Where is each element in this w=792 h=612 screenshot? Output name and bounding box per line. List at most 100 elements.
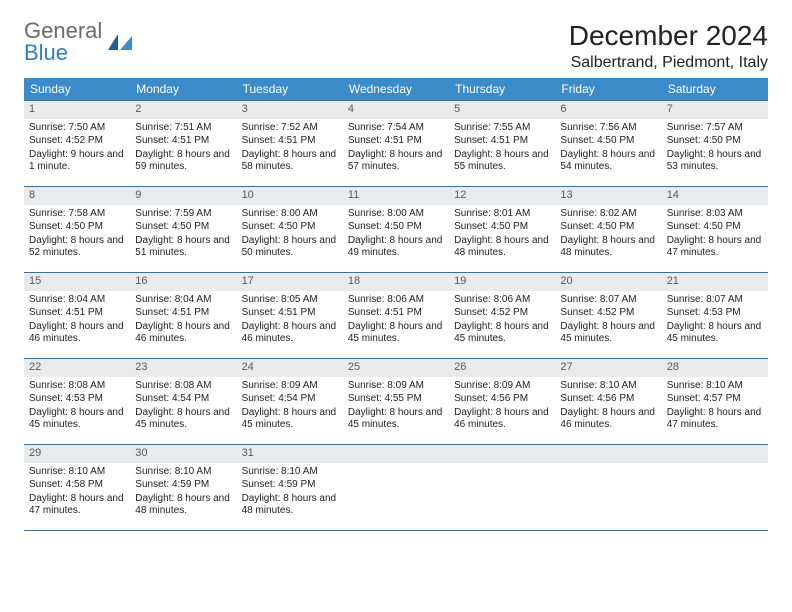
day-ss: Sunset: 4:50 PM — [667, 135, 763, 148]
weekday-header: Monday — [130, 78, 236, 101]
weekday-header: Friday — [555, 78, 661, 101]
day-ss: Sunset: 4:51 PM — [348, 135, 444, 148]
day-ss: Sunset: 4:50 PM — [29, 221, 125, 234]
day-body: Sunrise: 8:07 AMSunset: 4:52 PMDaylight:… — [555, 291, 661, 351]
day-number: 13 — [555, 187, 661, 205]
day-number: 29 — [24, 445, 130, 463]
calendar-day-cell: 4Sunrise: 7:54 AMSunset: 4:51 PMDaylight… — [343, 101, 449, 187]
header-row: General Blue December 2024 Salbertrand, … — [24, 20, 768, 72]
day-number: 27 — [555, 359, 661, 377]
day-body: Sunrise: 7:55 AMSunset: 4:51 PMDaylight:… — [449, 119, 555, 179]
day-sr: Sunrise: 8:06 AM — [348, 294, 444, 307]
day-body: Sunrise: 8:00 AMSunset: 4:50 PMDaylight:… — [343, 205, 449, 265]
day-ss: Sunset: 4:51 PM — [242, 307, 338, 320]
day-ss: Sunset: 4:56 PM — [560, 393, 656, 406]
day-number: 11 — [343, 187, 449, 205]
brand-sail-icon — [106, 32, 134, 52]
day-dl: Daylight: 8 hours and 45 minutes. — [242, 407, 338, 432]
day-body: Sunrise: 8:07 AMSunset: 4:53 PMDaylight:… — [662, 291, 768, 351]
day-body: Sunrise: 8:03 AMSunset: 4:50 PMDaylight:… — [662, 205, 768, 265]
day-dl: Daylight: 8 hours and 48 minutes. — [135, 493, 231, 518]
day-sr: Sunrise: 7:57 AM — [667, 122, 763, 135]
weekday-header: Saturday — [662, 78, 768, 101]
day-ss: Sunset: 4:54 PM — [135, 393, 231, 406]
day-dl: Daylight: 8 hours and 54 minutes. — [560, 149, 656, 174]
day-sr: Sunrise: 8:00 AM — [242, 208, 338, 221]
day-sr: Sunrise: 7:55 AM — [454, 122, 550, 135]
day-dl: Daylight: 8 hours and 47 minutes. — [667, 235, 763, 260]
day-dl: Daylight: 8 hours and 59 minutes. — [135, 149, 231, 174]
calendar-day-cell: 3Sunrise: 7:52 AMSunset: 4:51 PMDaylight… — [237, 101, 343, 187]
calendar-day-cell — [662, 445, 768, 531]
day-body: Sunrise: 8:10 AMSunset: 4:56 PMDaylight:… — [555, 377, 661, 437]
calendar-day-cell: 16Sunrise: 8:04 AMSunset: 4:51 PMDayligh… — [130, 273, 236, 359]
day-dl: Daylight: 8 hours and 45 minutes. — [135, 407, 231, 432]
day-number: 1 — [24, 101, 130, 119]
day-number: 2 — [130, 101, 236, 119]
calendar-day-cell: 6Sunrise: 7:56 AMSunset: 4:50 PMDaylight… — [555, 101, 661, 187]
day-sr: Sunrise: 8:06 AM — [454, 294, 550, 307]
day-dl: Daylight: 8 hours and 58 minutes. — [242, 149, 338, 174]
calendar-day-cell: 28Sunrise: 8:10 AMSunset: 4:57 PMDayligh… — [662, 359, 768, 445]
day-sr: Sunrise: 8:08 AM — [29, 380, 125, 393]
day-dl: Daylight: 8 hours and 45 minutes. — [667, 321, 763, 346]
day-body: Sunrise: 8:06 AMSunset: 4:51 PMDaylight:… — [343, 291, 449, 351]
calendar-day-cell: 19Sunrise: 8:06 AMSunset: 4:52 PMDayligh… — [449, 273, 555, 359]
day-sr: Sunrise: 8:04 AM — [29, 294, 125, 307]
day-dl: Daylight: 8 hours and 46 minutes. — [454, 407, 550, 432]
day-ss: Sunset: 4:54 PM — [242, 393, 338, 406]
calendar-day-cell: 22Sunrise: 8:08 AMSunset: 4:53 PMDayligh… — [24, 359, 130, 445]
day-dl: Daylight: 8 hours and 47 minutes. — [29, 493, 125, 518]
day-number: 24 — [237, 359, 343, 377]
day-number-empty — [343, 445, 449, 463]
day-sr: Sunrise: 8:05 AM — [242, 294, 338, 307]
day-body: Sunrise: 8:02 AMSunset: 4:50 PMDaylight:… — [555, 205, 661, 265]
day-body: Sunrise: 7:50 AMSunset: 4:52 PMDaylight:… — [24, 119, 130, 179]
day-sr: Sunrise: 8:08 AM — [135, 380, 231, 393]
day-number: 30 — [130, 445, 236, 463]
day-body: Sunrise: 8:01 AMSunset: 4:50 PMDaylight:… — [449, 205, 555, 265]
day-number-empty — [449, 445, 555, 463]
day-number: 21 — [662, 273, 768, 291]
day-body: Sunrise: 8:08 AMSunset: 4:53 PMDaylight:… — [24, 377, 130, 437]
calendar-week-row: 22Sunrise: 8:08 AMSunset: 4:53 PMDayligh… — [24, 359, 768, 445]
brand-word2: Blue — [24, 40, 68, 65]
day-number: 19 — [449, 273, 555, 291]
day-number: 3 — [237, 101, 343, 119]
day-number: 6 — [555, 101, 661, 119]
day-ss: Sunset: 4:52 PM — [454, 307, 550, 320]
day-ss: Sunset: 4:53 PM — [667, 307, 763, 320]
day-dl: Daylight: 8 hours and 48 minutes. — [454, 235, 550, 260]
day-body: Sunrise: 7:59 AMSunset: 4:50 PMDaylight:… — [130, 205, 236, 265]
calendar-day-cell: 18Sunrise: 8:06 AMSunset: 4:51 PMDayligh… — [343, 273, 449, 359]
day-body: Sunrise: 8:09 AMSunset: 4:54 PMDaylight:… — [237, 377, 343, 437]
day-ss: Sunset: 4:58 PM — [29, 479, 125, 492]
calendar-day-cell: 5Sunrise: 7:55 AMSunset: 4:51 PMDaylight… — [449, 101, 555, 187]
day-ss: Sunset: 4:52 PM — [29, 135, 125, 148]
calendar-day-cell: 7Sunrise: 7:57 AMSunset: 4:50 PMDaylight… — [662, 101, 768, 187]
day-ss: Sunset: 4:52 PM — [560, 307, 656, 320]
day-number: 9 — [130, 187, 236, 205]
calendar-day-cell: 11Sunrise: 8:00 AMSunset: 4:50 PMDayligh… — [343, 187, 449, 273]
calendar-day-cell: 26Sunrise: 8:09 AMSunset: 4:56 PMDayligh… — [449, 359, 555, 445]
calendar-day-cell: 29 Sunrise: 8:10 AMSunset: 4:58 PMDayligh… — [24, 445, 130, 531]
day-sr: Sunrise: 8:07 AM — [667, 294, 763, 307]
day-number-empty — [662, 445, 768, 463]
calendar-day-cell: 23Sunrise: 8:08 AMSunset: 4:54 PMDayligh… — [130, 359, 236, 445]
day-ss: Sunset: 4:50 PM — [667, 221, 763, 234]
day-number: 25 — [343, 359, 449, 377]
day-sr: Sunrise: 8:07 AM — [560, 294, 656, 307]
weekday-header: Thursday — [449, 78, 555, 101]
day-ss: Sunset: 4:51 PM — [135, 307, 231, 320]
day-dl: Daylight: 8 hours and 57 minutes. — [348, 149, 444, 174]
brand-text: General Blue — [24, 20, 102, 64]
day-sr: Sunrise: 8:10 AM — [29, 466, 125, 479]
day-ss: Sunset: 4:50 PM — [135, 221, 231, 234]
calendar-day-cell: 9Sunrise: 7:59 AMSunset: 4:50 PMDaylight… — [130, 187, 236, 273]
day-dl: Daylight: 8 hours and 45 minutes. — [560, 321, 656, 346]
day-body: Sunrise: 8:00 AMSunset: 4:50 PMDaylight:… — [237, 205, 343, 265]
day-sr: Sunrise: 7:59 AM — [135, 208, 231, 221]
calendar-day-cell: 20Sunrise: 8:07 AMSunset: 4:52 PMDayligh… — [555, 273, 661, 359]
day-ss: Sunset: 4:50 PM — [348, 221, 444, 234]
weekday-header: Tuesday — [237, 78, 343, 101]
